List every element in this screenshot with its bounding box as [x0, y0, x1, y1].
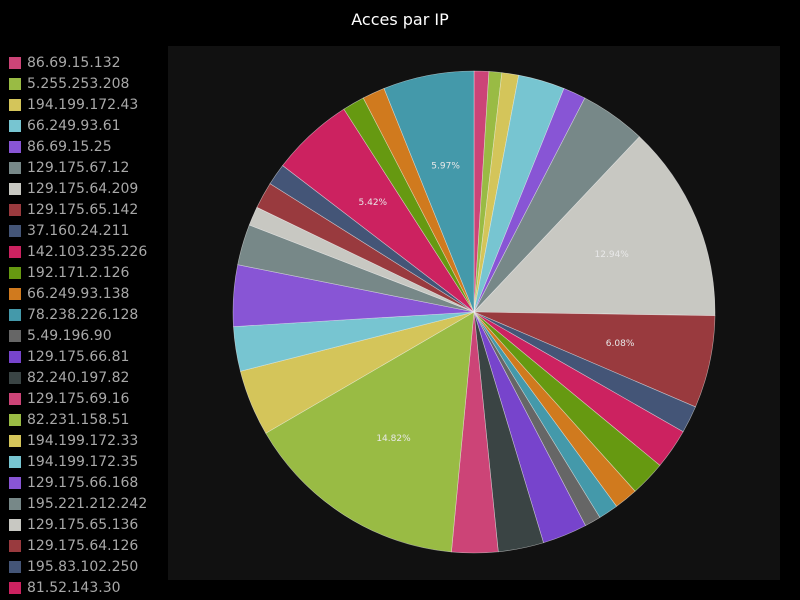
legend-swatch [9, 497, 21, 510]
pie-slice [473, 136, 716, 316]
legend-swatch [9, 224, 21, 237]
slice-data-label: 5.97% [431, 161, 460, 171]
legend-item: 195.221.212.242 [9, 493, 164, 514]
pie-slice [265, 311, 475, 553]
legend-item: 129.175.64.209 [9, 178, 164, 199]
legend-swatch [9, 455, 21, 468]
legend-label: 129.175.66.81 [27, 348, 130, 365]
legend-label: 194.199.172.35 [27, 453, 139, 470]
legend-swatch [9, 98, 21, 111]
legend-swatch [9, 518, 21, 531]
legend-swatch [9, 329, 21, 342]
legend-label: 129.175.64.126 [27, 537, 139, 554]
legend-swatch [9, 245, 21, 258]
slice-data-label: 12.94% [595, 250, 630, 260]
legend-item: 82.231.158.51 [9, 409, 164, 430]
legend-label: 194.199.172.43 [27, 96, 139, 113]
legend-label: 192.171.2.126 [27, 264, 130, 281]
legend-label: 129.175.65.142 [27, 201, 139, 218]
legend-label: 81.52.143.30 [27, 579, 121, 596]
legend-swatch [9, 476, 21, 489]
legend-item: 192.171.2.126 [9, 262, 164, 283]
chart-title: Acces par IP [351, 10, 449, 29]
legend-label: 86.69.15.25 [27, 138, 112, 155]
legend-swatch [9, 287, 21, 300]
legend-swatch [9, 413, 21, 426]
legend-item: 66.249.93.61 [9, 115, 164, 136]
legend-swatch [9, 119, 21, 132]
legend-label: 194.199.172.33 [27, 432, 139, 449]
legend-swatch [9, 56, 21, 69]
legend-label: 129.175.65.136 [27, 516, 139, 533]
legend-swatch [9, 308, 21, 321]
legend-label: 142.103.235.226 [27, 243, 148, 260]
legend-label: 86.69.15.132 [27, 54, 121, 71]
slice-data-label: 14.82% [376, 434, 411, 444]
legend-item: 86.69.15.132 [9, 52, 164, 73]
legend: 86.69.15.132 5.255.253.208 194.199.172.43 6… [9, 52, 164, 598]
legend-item: 37.160.24.211 [9, 220, 164, 241]
pie-slice [383, 70, 475, 313]
legend-swatch [9, 434, 21, 447]
legend-item: 129.175.69.16 [9, 388, 164, 409]
legend-swatch [9, 77, 21, 90]
legend-item: 78.238.226.128 [9, 304, 164, 325]
legend-label: 129.175.69.16 [27, 390, 130, 407]
legend-item: 5.255.253.208 [9, 73, 164, 94]
legend-swatch [9, 581, 21, 594]
legend-swatch [9, 140, 21, 153]
legend-item: 194.199.172.35 [9, 451, 164, 472]
legend-label: 5.255.253.208 [27, 75, 130, 92]
legend-label: 37.160.24.211 [27, 222, 130, 239]
legend-item: 194.199.172.33 [9, 430, 164, 451]
legend-item: 66.249.93.138 [9, 283, 164, 304]
legend-label: 195.83.102.250 [27, 558, 139, 575]
legend-swatch [9, 182, 21, 195]
legend-label: 195.221.212.242 [27, 495, 148, 512]
legend-item: 195.83.102.250 [9, 556, 164, 577]
legend-item: 142.103.235.226 [9, 241, 164, 262]
legend-swatch [9, 203, 21, 216]
legend-swatch [9, 266, 21, 279]
legend-item: 129.175.65.136 [9, 514, 164, 535]
legend-item: 129.175.66.81 [9, 346, 164, 367]
slice-data-label: 5.42% [359, 198, 388, 208]
legend-item: 86.69.15.25 [9, 136, 164, 157]
legend-label: 66.249.93.61 [27, 117, 121, 134]
legend-label: 5.49.196.90 [27, 327, 112, 344]
legend-label: 129.175.66.168 [27, 474, 139, 491]
legend-label: 82.231.158.51 [27, 411, 130, 428]
legend-item: 5.49.196.90 [9, 325, 164, 346]
legend-item: 129.175.66.168 [9, 472, 164, 493]
legend-item: 129.175.67.12 [9, 157, 164, 178]
legend-label: 78.238.226.128 [27, 306, 139, 323]
legend-swatch [9, 560, 21, 573]
legend-item: 81.52.143.30 [9, 577, 164, 598]
slice-data-label: 6.08% [606, 339, 635, 349]
legend-item: 129.175.65.142 [9, 199, 164, 220]
legend-item: 129.175.64.126 [9, 535, 164, 556]
legend-swatch [9, 371, 21, 384]
legend-swatch [9, 161, 21, 174]
legend-label: 66.249.93.138 [27, 285, 130, 302]
legend-swatch [9, 392, 21, 405]
legend-item: 194.199.172.43 [9, 94, 164, 115]
legend-label: 82.240.197.82 [27, 369, 130, 386]
legend-item: 82.240.197.82 [9, 367, 164, 388]
legend-swatch [9, 350, 21, 363]
legend-label: 129.175.67.12 [27, 159, 130, 176]
legend-swatch [9, 539, 21, 552]
legend-label: 129.175.64.209 [27, 180, 139, 197]
